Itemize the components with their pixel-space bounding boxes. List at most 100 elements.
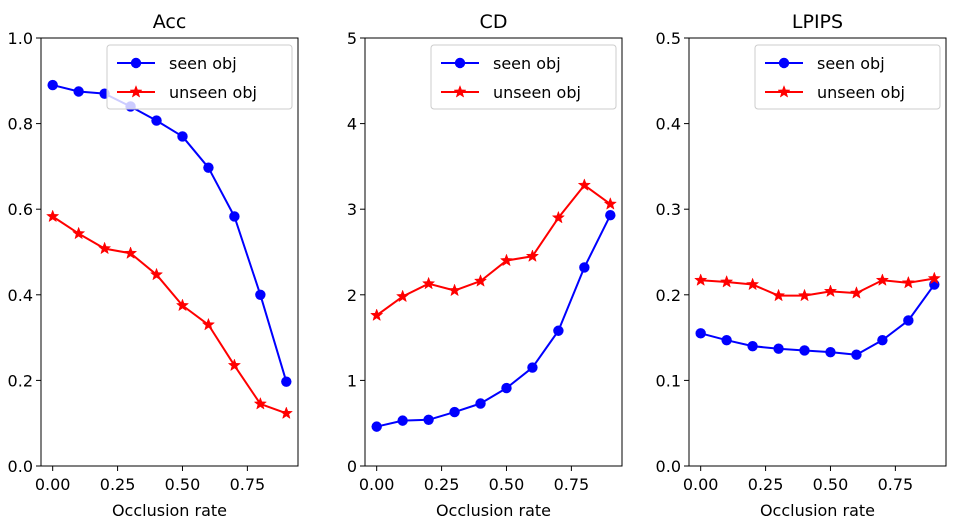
chart-title: CD (480, 11, 508, 33)
data-point (875, 273, 890, 286)
data-point (579, 262, 590, 273)
data-point (877, 334, 888, 346)
series-line (700, 277, 935, 297)
data-point (851, 349, 862, 360)
y-tick-label: 0.0 (656, 457, 681, 476)
data-point (175, 298, 190, 312)
data-point (201, 317, 216, 331)
data-point (71, 226, 86, 240)
legend-label: seen obj (817, 54, 885, 73)
x-tick-label: 0.75 (878, 475, 914, 494)
data-point (421, 276, 436, 290)
data-point (395, 289, 410, 303)
chart-title: LPIPS (792, 11, 843, 33)
y-tick-label: 0.3 (656, 200, 681, 219)
data-point (719, 274, 734, 288)
data-point (773, 343, 784, 354)
data-point (825, 346, 836, 358)
data-point (527, 362, 538, 373)
legend: seen obj unseen obj (430, 44, 617, 110)
y-tick-label: 3 (347, 200, 357, 219)
legend-marker (453, 84, 467, 98)
data-point (694, 273, 708, 286)
series-2 (370, 178, 617, 322)
y-tick-label: 0.6 (8, 200, 33, 219)
data-point (423, 414, 434, 425)
data-point (123, 246, 138, 259)
x-tick-label: 0.50 (813, 475, 849, 494)
y-tick-label: 0.4 (8, 286, 33, 305)
data-point (149, 267, 164, 281)
data-point (447, 283, 462, 297)
data-point (255, 289, 266, 300)
series-line (52, 84, 288, 382)
data-point (771, 288, 786, 302)
data-point (46, 209, 60, 223)
data-point (473, 274, 488, 287)
data-point (203, 162, 214, 173)
data-point (551, 210, 566, 224)
legend-marker (778, 57, 790, 69)
data-point (823, 284, 838, 298)
x-axis-label: Occlusion rate (760, 501, 875, 520)
legend-marker (777, 84, 791, 98)
data-point (47, 79, 58, 91)
data-point (695, 328, 706, 339)
series-line (700, 283, 936, 356)
x-axis-label: Occlusion rate (436, 501, 551, 520)
x-tick-label: 0.00 (359, 475, 395, 494)
y-tick-label: 0.0 (8, 457, 33, 476)
legend: seen obj unseen obj (106, 44, 293, 110)
data-point (605, 209, 616, 221)
legend-label: seen obj (493, 54, 561, 73)
data-point (281, 376, 292, 387)
data-point (151, 115, 162, 126)
data-point (97, 241, 112, 255)
data-point (721, 334, 732, 346)
series-2 (694, 271, 941, 302)
y-tick-label: 1.0 (8, 29, 33, 48)
legend-label: unseen obj (817, 83, 905, 102)
data-point (747, 340, 758, 352)
series-line (376, 184, 611, 317)
legend-marker (129, 84, 143, 98)
data-point (849, 286, 864, 299)
data-point (577, 178, 592, 191)
legend-marker (130, 57, 142, 69)
y-tick-label: 5 (347, 29, 357, 48)
plot-frame (688, 37, 947, 467)
data-point (370, 308, 384, 322)
data-point (371, 421, 382, 432)
data-point (475, 398, 486, 409)
data-point (501, 382, 512, 394)
data-point (177, 131, 188, 142)
data-point (449, 406, 460, 418)
y-tick-label: 0 (347, 457, 357, 476)
data-point (227, 358, 242, 372)
legend: seen obj unseen obj (754, 44, 941, 110)
data-point (799, 345, 810, 356)
data-point (525, 249, 540, 262)
y-tick-label: 0.4 (656, 115, 681, 134)
x-tick-label: 0.75 (230, 475, 266, 494)
series-line (52, 215, 287, 415)
series-1 (371, 209, 616, 432)
x-tick-label: 0.25 (100, 475, 136, 494)
data-point (745, 277, 760, 291)
plot-frame (40, 37, 299, 467)
series-2 (46, 209, 293, 420)
y-tick-label: 4 (347, 115, 357, 134)
x-tick-label: 0.50 (165, 475, 201, 494)
data-point (229, 211, 240, 222)
data-point (903, 315, 914, 326)
legend-label: unseen obj (169, 83, 257, 102)
y-tick-label: 0.2 (8, 371, 33, 390)
x-tick-label: 0.25 (424, 475, 460, 494)
x-axis-label: Occlusion rate (112, 501, 227, 520)
data-point (253, 396, 268, 410)
y-tick-label: 0.2 (656, 286, 681, 305)
series-1 (47, 79, 292, 387)
data-point (797, 288, 812, 302)
data-point (901, 275, 916, 289)
